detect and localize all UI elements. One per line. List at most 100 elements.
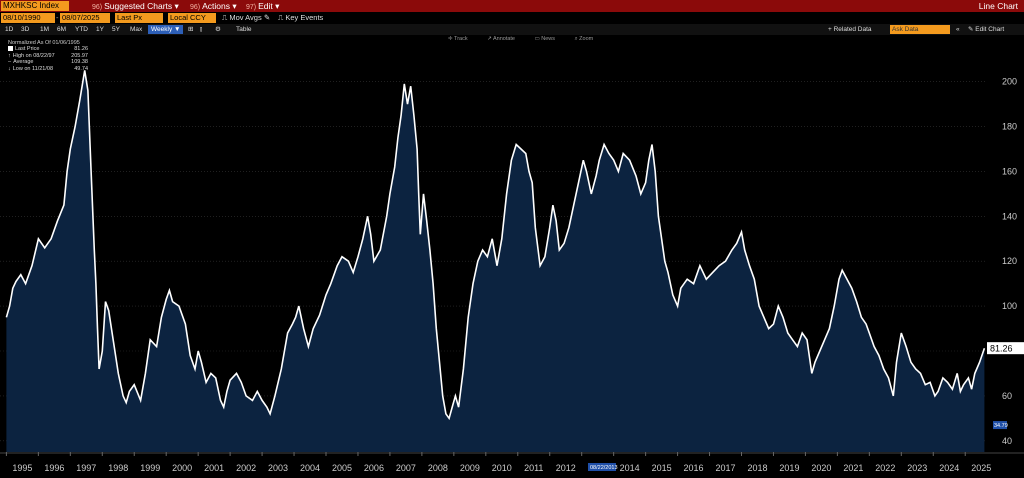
x-axis: 1995 1996 1997 1998 1999 2000 2001 2002 2003 2004… — [0, 452, 1024, 473]
edit-chart-label: Edit Chart — [975, 26, 1005, 33]
pencil-icon: ✎ — [968, 26, 974, 33]
edit-chart-button[interactable]: ✎ Edit Chart — [968, 24, 1004, 35]
x-tick-label: 2015 — [652, 463, 672, 473]
frequency-select[interactable]: Weekly ▼ — [148, 25, 184, 34]
range-1y[interactable]: 1Y — [96, 26, 104, 33]
y-tick-label: 40 — [1002, 436, 1012, 446]
news-tool[interactable]: ▭ News — [534, 36, 556, 42]
x-tick-label: 2002 — [236, 463, 256, 473]
x-tick-label: 1995 — [12, 463, 32, 473]
last-value-badge — [987, 342, 1024, 355]
range-1d[interactable]: 1D — [5, 26, 14, 33]
average-marker-icon: – — [8, 59, 12, 66]
end-date-field[interactable]: 08/07/2025 — [60, 13, 110, 23]
chevron-down-icon: ▾ — [174, 1, 179, 11]
start-date-field[interactable]: 08/10/1990 — [1, 13, 55, 23]
y-tick-label: 160 — [1002, 166, 1017, 176]
pencil-icon: ✎ — [263, 13, 271, 22]
x-tick-label: 2007 — [396, 463, 416, 473]
legend-row-last-price: Last Price 81.26 — [8, 46, 88, 52]
last-value-label: 81.26 — [990, 344, 1013, 354]
x-tick-label: 1999 — [140, 463, 160, 473]
x-tick-label: 2008 — [428, 463, 448, 473]
y-tick-label: 180 — [1002, 122, 1017, 132]
bar-style-icon[interactable]: ⫾ — [200, 26, 203, 33]
controls-bar: 08/10/1990 - 08/07/2025 Last Px Local CC… — [0, 12, 1024, 24]
x-tick-label: 2012 — [556, 463, 576, 473]
range-6m[interactable]: 6M — [57, 26, 67, 33]
chart-legend: Normalized As Of 01/06/1995 Last Price 81… — [8, 40, 88, 72]
x-tick-label: 2023 — [907, 463, 927, 473]
frequency-label: Weekly — [151, 26, 173, 33]
x-tick-label: 2024 — [939, 463, 959, 473]
high-marker-icon: ↑ — [8, 52, 11, 59]
x-tick-label: 2004 — [300, 463, 320, 473]
suggested-charts-menu[interactable]: 96) Suggested Charts ▾ — [92, 0, 179, 12]
actions-menu[interactable]: 96) Actions ▾ — [190, 0, 237, 12]
low-marker-label: 34.79 — [994, 423, 1008, 429]
legend-label: Low on 11/21/08 — [12, 65, 54, 72]
ask-data-input[interactable]: Ask Data — [890, 25, 950, 34]
x-tick-label: 2021 — [843, 463, 863, 473]
value-markers: 81.26 34.79 08/22/2013 — [588, 342, 1024, 471]
legend-row-high: ↑ High on 08/22/97 205.97 — [8, 53, 88, 59]
menu-number: 96) — [190, 4, 201, 11]
legend-value: 205.97 — [71, 52, 88, 59]
chart-settings-icon[interactable]: ⚙ — [215, 26, 221, 33]
range-3d[interactable]: 3D — [21, 26, 30, 33]
x-tick-label: 2022 — [875, 463, 895, 473]
x-tick-label: 1998 — [108, 463, 128, 473]
ticker-field[interactable]: MXHKSC Index — [1, 1, 69, 11]
top-menu-bar: MXHKSC Index 96) Suggested Charts ▾ 96) Ac… — [0, 0, 1024, 12]
y-tick-label: 120 — [1002, 256, 1017, 266]
menu-number: 96) — [92, 4, 103, 11]
currency-select[interactable]: Local CCY — [168, 13, 216, 23]
legend-value: 109.38 — [71, 59, 88, 66]
track-label: Track — [454, 36, 468, 42]
x-tick-label: 1997 — [76, 463, 96, 473]
y-tick-label: 140 — [1002, 211, 1017, 221]
y-axis: 406080100120140160180200 — [1002, 77, 1017, 446]
legend-swatch — [8, 46, 13, 52]
legend-title: Normalized As Of 01/06/1995 — [8, 40, 80, 46]
x-tick-label: 2014 — [620, 463, 640, 473]
y-tick-label: 60 — [1002, 391, 1012, 401]
related-data-button[interactable]: + Related Data — [828, 26, 872, 33]
x-tick-label: 2020 — [811, 463, 831, 473]
range-5y[interactable]: 5Y — [112, 26, 120, 33]
x-tick-label: 2001 — [204, 463, 224, 473]
date-separator: - — [56, 13, 59, 22]
price-series-line — [5, 70, 986, 421]
price-field-select[interactable]: Last Px — [115, 13, 163, 23]
chart-tools: ✛ Track ↗ Annotate ▭ News ⌕ Zoom — [448, 35, 611, 43]
range-max[interactable]: Max — [130, 26, 143, 33]
range-1m[interactable]: 1M — [40, 26, 50, 33]
chart-style-icon[interactable]: ⊞ — [188, 26, 194, 33]
collapse-icon[interactable]: « — [956, 26, 960, 33]
legend-row-low: ↓ Low on 11/21/08 49.74 — [8, 66, 88, 72]
x-tick-label: 2009 — [460, 463, 480, 473]
mov-avgs-label: Mov Avgs — [229, 13, 262, 22]
edit-menu[interactable]: 97) Edit ▾ — [246, 0, 279, 12]
x-tick-label: 2006 — [364, 463, 384, 473]
x-tick-label: 2011 — [524, 463, 543, 473]
legend-label: Average — [13, 59, 34, 66]
range-ytd[interactable]: YTD — [75, 26, 88, 33]
key-events-button[interactable]: ⎍ Key Events — [278, 13, 323, 23]
legend-label: Last Price — [15, 46, 40, 53]
x-tick-label: 1996 — [44, 463, 64, 473]
annotate-tool[interactable]: ↗ Annotate — [487, 36, 515, 42]
mov-avgs-button[interactable]: ⎍ Mov Avgs ✎ — [222, 13, 270, 23]
chevron-down-icon: ▾ — [232, 1, 237, 11]
x-tick-label: 2018 — [747, 463, 767, 473]
table-button[interactable]: Table — [236, 26, 252, 33]
highlight-date-label: 08/22/2013 — [590, 465, 618, 471]
y-tick-label: 100 — [1002, 301, 1017, 311]
x-tick-label: 2000 — [172, 463, 192, 473]
key-events-label: Key Events — [285, 13, 324, 22]
track-tool[interactable]: ✛ Track — [448, 36, 468, 42]
x-tick-label: 2003 — [268, 463, 288, 473]
chevron-down-icon: ▾ — [275, 1, 280, 11]
zoom-tool[interactable]: ⌕ Zoom — [574, 36, 594, 42]
